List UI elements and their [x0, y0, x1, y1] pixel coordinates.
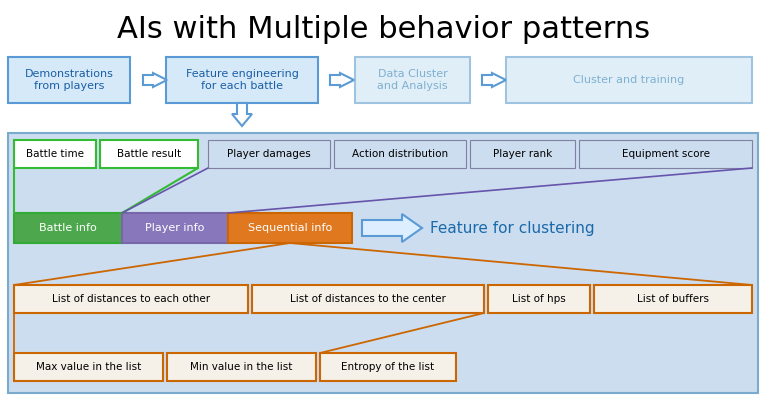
Bar — [14, 285, 248, 313]
Text: Feature engineering
for each battle: Feature engineering for each battle — [186, 69, 299, 91]
Bar — [334, 140, 466, 168]
Bar — [320, 353, 456, 381]
Polygon shape — [330, 73, 354, 87]
Text: List of distances to the center: List of distances to the center — [290, 294, 446, 304]
Bar — [594, 285, 752, 313]
Text: AIs with Multiple behavior patterns: AIs with Multiple behavior patterns — [118, 16, 650, 44]
Text: Action distribution: Action distribution — [352, 149, 448, 159]
Bar — [208, 140, 330, 168]
Text: Battle time: Battle time — [26, 149, 84, 159]
Text: Min value in the list: Min value in the list — [190, 362, 293, 372]
Bar — [14, 353, 163, 381]
Bar — [100, 140, 198, 168]
Text: List of buffers: List of buffers — [637, 294, 709, 304]
FancyBboxPatch shape — [8, 57, 130, 103]
Text: Equipment score: Equipment score — [621, 149, 710, 159]
Polygon shape — [143, 73, 167, 87]
FancyBboxPatch shape — [166, 57, 318, 103]
Text: Battle result: Battle result — [117, 149, 181, 159]
Bar — [228, 213, 352, 243]
Polygon shape — [482, 73, 506, 87]
Text: Player info: Player info — [145, 223, 205, 233]
Text: Entropy of the list: Entropy of the list — [342, 362, 435, 372]
Bar — [579, 140, 752, 168]
Bar — [14, 140, 96, 168]
Text: Max value in the list: Max value in the list — [36, 362, 141, 372]
Text: Data Cluster
and Analysis: Data Cluster and Analysis — [377, 69, 448, 91]
Bar — [252, 285, 484, 313]
Text: List of distances to each other: List of distances to each other — [52, 294, 210, 304]
Text: Player rank: Player rank — [493, 149, 552, 159]
Polygon shape — [362, 214, 422, 242]
Bar — [488, 285, 590, 313]
Bar — [167, 353, 316, 381]
FancyBboxPatch shape — [355, 57, 470, 103]
Text: Player damages: Player damages — [227, 149, 311, 159]
Text: Feature for clustering: Feature for clustering — [430, 220, 594, 236]
Text: Demonstrations
from players: Demonstrations from players — [25, 69, 114, 91]
Text: Cluster and training: Cluster and training — [574, 75, 684, 85]
Bar — [122, 213, 228, 243]
Bar — [14, 213, 122, 243]
Bar — [470, 140, 575, 168]
FancyBboxPatch shape — [8, 133, 758, 393]
Text: Battle info: Battle info — [39, 223, 97, 233]
Polygon shape — [232, 103, 252, 126]
FancyBboxPatch shape — [506, 57, 752, 103]
Text: Sequential info: Sequential info — [248, 223, 332, 233]
Text: List of hps: List of hps — [512, 294, 566, 304]
